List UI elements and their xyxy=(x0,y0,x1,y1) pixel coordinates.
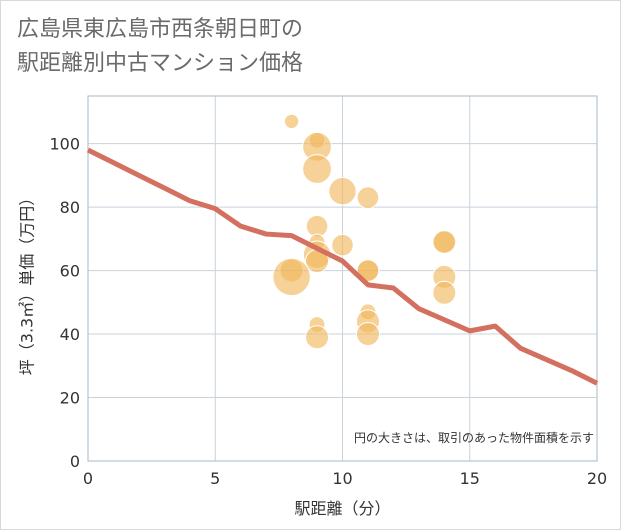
data-bubble xyxy=(272,257,311,297)
chart-title: 広島県東広島市西条朝日町の 駅距離別中古マンション価格 xyxy=(17,17,304,76)
data-bubble xyxy=(302,154,332,184)
x-tick-label: 0 xyxy=(83,469,93,488)
y-tick-label: 40 xyxy=(60,325,80,344)
y-tick-label: 100 xyxy=(49,135,80,154)
plot-border xyxy=(87,95,598,462)
x-tick-label: 15 xyxy=(460,469,480,488)
x-axis-title: 駅距離（分） xyxy=(294,499,390,518)
x-tick-label: 20 xyxy=(587,469,607,488)
data-bubble xyxy=(315,370,319,374)
y-tick-label: 80 xyxy=(60,198,80,217)
y-tick-label: 60 xyxy=(60,262,80,281)
y-axis-title: 坪（3.3㎡）単価（万円） xyxy=(18,190,37,375)
average-price-line xyxy=(86,147,599,386)
data-bubble xyxy=(283,113,300,130)
data-bubble xyxy=(305,325,330,350)
x-tick-label: 10 xyxy=(332,469,352,488)
data-bubble xyxy=(331,233,354,257)
data-bubble xyxy=(432,229,457,255)
trend-line-layer xyxy=(86,147,599,386)
data-bubble xyxy=(356,186,380,209)
data-bubble xyxy=(432,280,457,305)
tick-label-layer: 0 5 10 15 20 0 20 40 60 80 100 xyxy=(49,135,607,488)
y-tick-label: 20 xyxy=(60,389,80,408)
grid-layer xyxy=(87,96,598,462)
data-bubble xyxy=(356,259,380,282)
bubble-size-note: 円の大きさは、取引のあった物件面積を示す xyxy=(354,430,594,445)
x-tick-label: 5 xyxy=(210,469,220,488)
bubble-layer xyxy=(272,113,457,374)
y-tick-label: 0 xyxy=(70,452,80,471)
data-bubble xyxy=(328,177,357,206)
data-bubble xyxy=(355,322,380,347)
